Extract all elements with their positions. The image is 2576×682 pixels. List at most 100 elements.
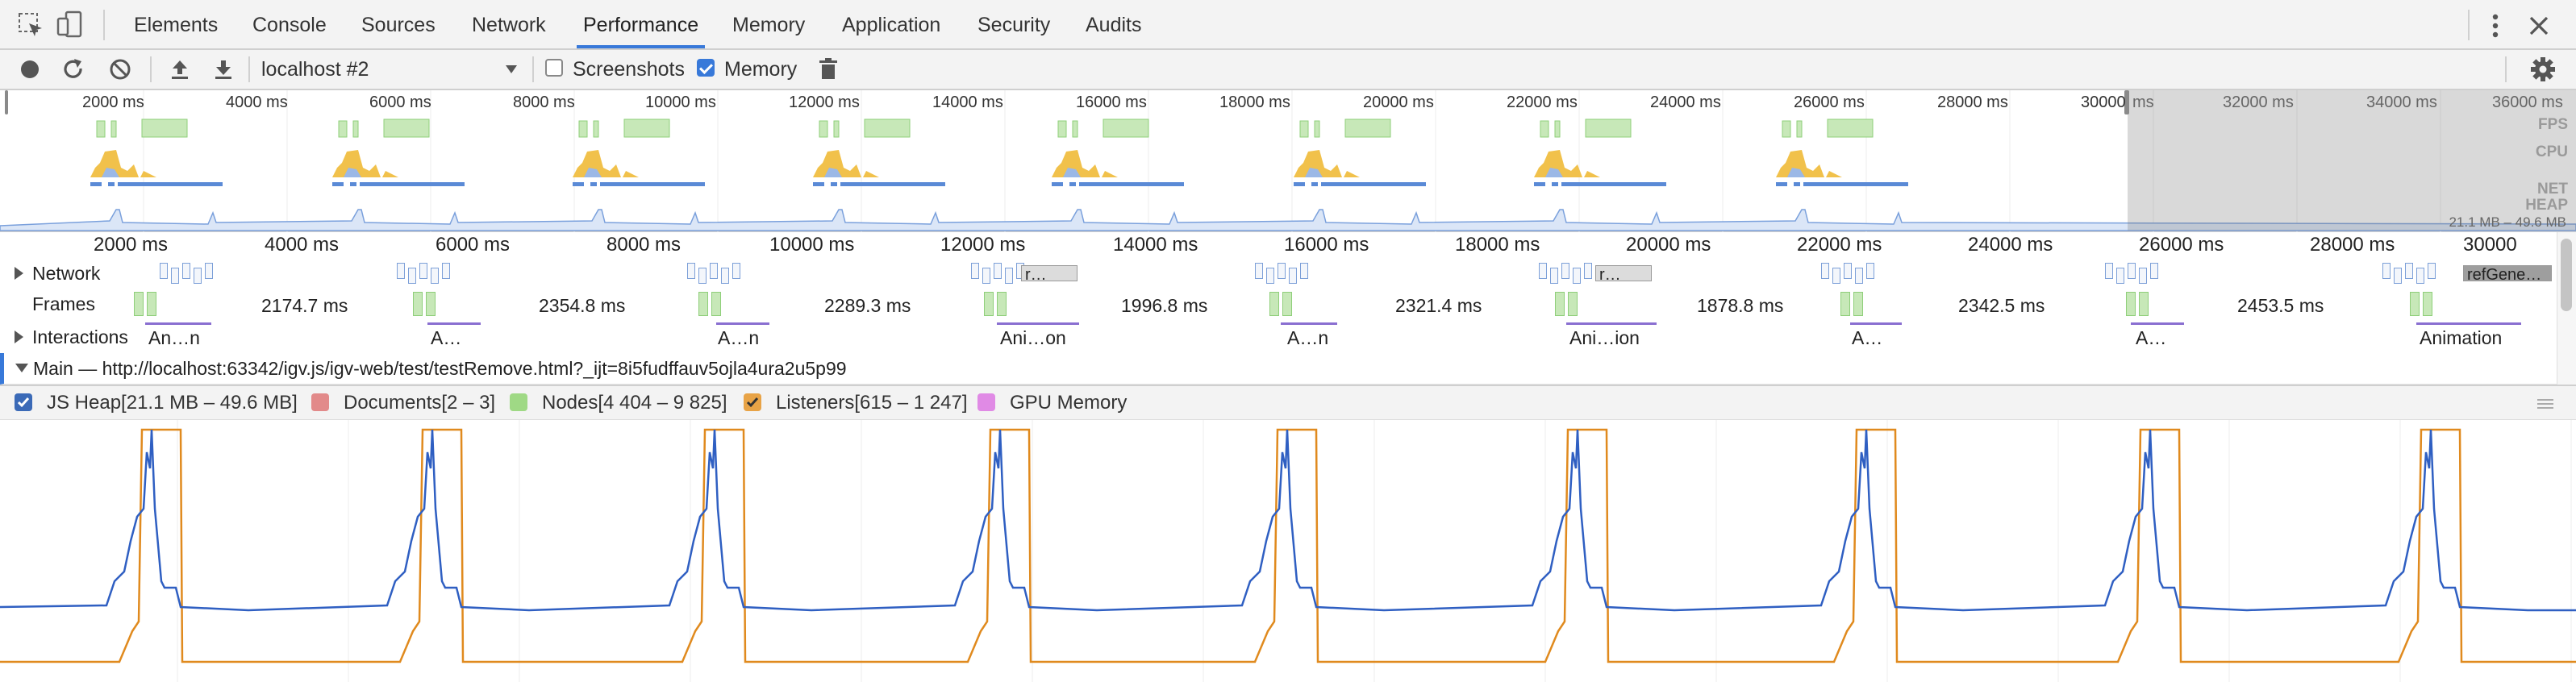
interaction-label[interactable]: Ani…ion (1569, 327, 1640, 348)
overview-range-handle[interactable] (2124, 90, 2129, 114)
network-track[interactable]: Network r… r… refGene… (0, 258, 2576, 289)
interaction-label[interactable]: Ani…on (1000, 327, 1066, 348)
close-icon[interactable] (2528, 15, 2550, 37)
network-request[interactable] (1573, 268, 1581, 284)
network-request[interactable] (1866, 263, 1874, 279)
collapse-main-icon[interactable] (15, 364, 28, 372)
clear-icon[interactable] (108, 57, 132, 81)
network-request[interactable] (1539, 263, 1547, 279)
network-request[interactable] (442, 263, 450, 279)
inspect-element-icon[interactable] (18, 12, 45, 40)
network-request[interactable] (2416, 268, 2424, 284)
frame-block[interactable] (984, 292, 994, 316)
more-options-icon[interactable] (2487, 12, 2503, 40)
network-request[interactable] (994, 263, 1002, 279)
frame-duration[interactable]: 2289.3 ms (824, 295, 911, 316)
frame-duration[interactable]: 1878.8 ms (1697, 295, 1784, 316)
gpu-memory-checkbox[interactable] (977, 393, 995, 411)
frame-block[interactable] (413, 292, 423, 316)
device-toolbar-icon[interactable] (56, 10, 84, 40)
tab-sources[interactable]: Sources (361, 14, 436, 36)
frame-block[interactable] (1269, 292, 1279, 316)
network-request[interactable] (1289, 268, 1297, 284)
frame-block[interactable] (997, 292, 1007, 316)
network-request[interactable] (2150, 263, 2158, 279)
frame-block[interactable] (1840, 292, 1850, 316)
frame-block[interactable] (698, 292, 708, 316)
frame-block[interactable] (2126, 292, 2136, 316)
target-select[interactable]: localhost #2 (261, 57, 527, 81)
network-request[interactable] (1844, 263, 1852, 279)
network-request[interactable] (397, 263, 405, 279)
network-request[interactable] (1550, 268, 1558, 284)
interactions-track[interactable]: Interactions An…n A… A…n Ani…on A…n Ani…… (0, 321, 2576, 354)
download-icon[interactable] (211, 57, 236, 81)
network-request[interactable] (2394, 268, 2402, 284)
expand-network-icon[interactable] (15, 267, 23, 280)
drag-handle-icon[interactable] (2536, 397, 2555, 410)
frame-block[interactable] (2410, 292, 2420, 316)
interaction-label[interactable]: Animation (2420, 327, 2503, 348)
network-request[interactable] (971, 263, 979, 279)
network-request[interactable] (1278, 263, 1286, 279)
overview-range-handle-left[interactable] (5, 90, 8, 114)
network-request[interactable] (431, 268, 439, 284)
network-request[interactable] (408, 268, 416, 284)
expand-interactions-icon[interactable] (15, 331, 23, 343)
interaction-label[interactable]: A… (431, 327, 462, 348)
frame-block[interactable] (134, 292, 144, 316)
network-request[interactable] (2382, 263, 2391, 279)
nodes-checkbox[interactable] (510, 393, 527, 411)
frame-block[interactable] (2423, 292, 2432, 316)
tracks-scrollbar-thumb[interactable] (2561, 239, 2572, 311)
frame-duration[interactable]: 2174.7 ms (261, 295, 348, 316)
tab-security[interactable]: Security (977, 14, 1051, 36)
network-request[interactable] (1255, 263, 1263, 279)
interaction-label[interactable]: A…n (1287, 327, 1329, 348)
record-icon[interactable] (18, 57, 42, 81)
frame-block[interactable] (147, 292, 156, 316)
network-request[interactable] (160, 263, 168, 279)
network-request[interactable] (1561, 263, 1569, 279)
network-request[interactable] (710, 263, 718, 279)
network-request[interactable] (721, 268, 729, 284)
network-request[interactable] (982, 268, 990, 284)
network-request[interactable] (1821, 263, 1829, 279)
network-request[interactable]: refGene… (2463, 265, 2552, 281)
network-request[interactable] (732, 263, 740, 279)
frame-block[interactable] (711, 292, 721, 316)
network-request[interactable] (2139, 268, 2147, 284)
frame-block[interactable] (426, 292, 436, 316)
network-request[interactable] (1005, 268, 1013, 284)
tab-console[interactable]: Console (252, 14, 327, 36)
network-request[interactable] (1584, 263, 1592, 279)
trash-icon[interactable] (816, 57, 840, 81)
network-request[interactable] (182, 263, 190, 279)
frame-duration[interactable]: 1996.8 ms (1121, 295, 1208, 316)
frame-duration[interactable]: 2453.5 ms (2237, 295, 2324, 316)
reload-icon[interactable] (61, 57, 85, 81)
tracks-scrollbar[interactable] (2557, 232, 2576, 385)
main-thread-track[interactable]: Main — http://localhost:63342/igv.js/igv… (0, 353, 2576, 385)
tab-network[interactable]: Network (472, 14, 546, 36)
frame-block[interactable] (1853, 292, 1863, 316)
frame-block[interactable] (1282, 292, 1292, 316)
network-request[interactable] (2405, 263, 2413, 279)
network-request[interactable]: r… (1021, 265, 1078, 281)
network-request[interactable] (205, 263, 213, 279)
network-request[interactable] (2116, 268, 2124, 284)
network-request[interactable]: r… (1595, 265, 1652, 281)
documents-checkbox[interactable] (311, 393, 329, 411)
tab-memory[interactable]: Memory (732, 14, 806, 36)
interaction-label[interactable]: A… (2136, 327, 2167, 348)
timeline-overview[interactable]: 2000 ms 4000 ms 6000 ms 8000 ms 10000 ms… (0, 90, 2576, 232)
tab-elements[interactable]: Elements (134, 14, 219, 36)
interaction-label[interactable]: A… (1852, 327, 1883, 348)
upload-icon[interactable] (168, 57, 192, 81)
network-request[interactable] (2428, 263, 2436, 279)
network-request[interactable] (1300, 263, 1308, 279)
frame-block[interactable] (2139, 292, 2149, 316)
frame-duration[interactable]: 2321.4 ms (1395, 295, 1482, 316)
tab-performance[interactable]: Performance (577, 0, 706, 48)
network-request[interactable] (419, 263, 427, 279)
